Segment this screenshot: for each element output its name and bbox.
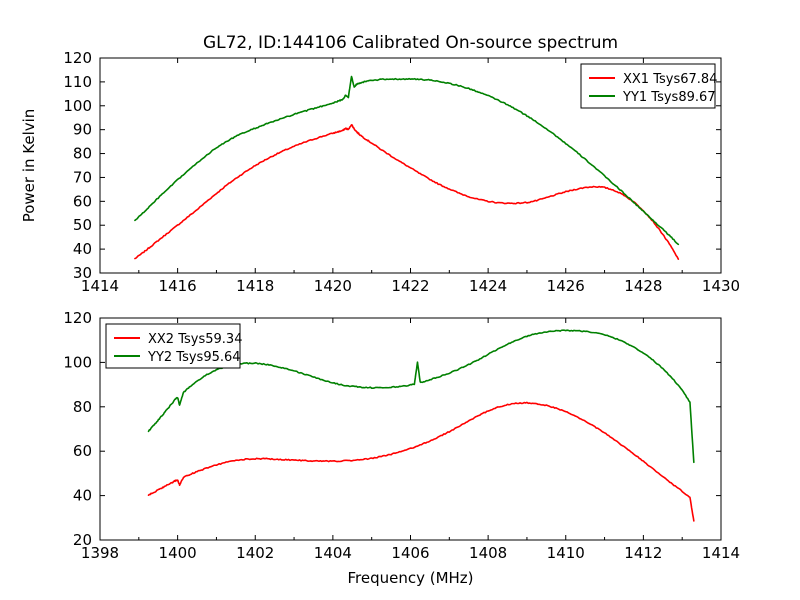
y-tick-label: 120 bbox=[63, 49, 92, 67]
x-axis-label: Frequency (MHz) bbox=[347, 569, 473, 587]
panel-top: 1414 1416 1418 1420 1422 1424 1426 1428 1430 30 40… bbox=[63, 49, 740, 295]
x-tick-label: 1402 bbox=[236, 544, 274, 562]
y-tick-label: 40 bbox=[73, 487, 92, 505]
panel-bottom: 1398 1400 1402 1404 1406 1408 1410 1412 1414 20 40… bbox=[63, 309, 740, 562]
y-tick-label: 90 bbox=[73, 121, 92, 139]
x-tick-label: 1404 bbox=[314, 544, 352, 562]
legend-label: XX2 Tsys59.34 bbox=[148, 332, 242, 347]
series-line-xx1 bbox=[134, 123, 680, 260]
y-tick-label: 80 bbox=[73, 145, 92, 163]
y-tick-label: 60 bbox=[73, 442, 92, 460]
legend-frame bbox=[105, 323, 241, 369]
x-tick-label: 1414 bbox=[702, 544, 740, 562]
x-tick-label: 1408 bbox=[469, 544, 507, 562]
y-tick-label: 110 bbox=[63, 73, 92, 91]
legend-top[interactable]: XX1 Tsys67.84 YY1 Tsys89.67 bbox=[580, 63, 717, 109]
x-tick-label: 1418 bbox=[236, 277, 274, 295]
x-tick-label: 1412 bbox=[624, 544, 662, 562]
series-line-xx2 bbox=[147, 401, 695, 522]
y-tick-label: 120 bbox=[63, 309, 92, 327]
y-tick-label: 60 bbox=[73, 192, 92, 210]
x-tick-label: 1416 bbox=[159, 277, 197, 295]
x-tick-label: 1430 bbox=[702, 277, 740, 295]
y-tick-label: 30 bbox=[73, 264, 92, 282]
legend-label: YY1 Tsys89.67 bbox=[622, 90, 716, 105]
x-tick-label: 1420 bbox=[314, 277, 352, 295]
x-tick-label: 1406 bbox=[391, 544, 429, 562]
figure-title: GL72, ID:144106 Calibrated On-source spe… bbox=[203, 33, 618, 53]
series-line-yy2 bbox=[147, 329, 695, 464]
y-tick-label: 80 bbox=[73, 398, 92, 416]
y-tick-label: 40 bbox=[73, 240, 92, 258]
x-tick-label: 1426 bbox=[547, 277, 585, 295]
x-tick-label: 1428 bbox=[624, 277, 662, 295]
legend-bottom[interactable]: XX2 Tsys59.34 YY2 Tsys95.64 bbox=[105, 323, 242, 369]
legend-label: XX1 Tsys67.84 bbox=[623, 72, 717, 87]
x-tick-label: 1400 bbox=[159, 544, 197, 562]
x-tick-label: 1422 bbox=[391, 277, 429, 295]
x-tick-label: 1398 bbox=[81, 544, 119, 562]
y-tick-label: 20 bbox=[73, 531, 92, 549]
series-line-yy1 bbox=[134, 75, 680, 246]
x-tick-label: 1414 bbox=[81, 277, 119, 295]
legend-frame bbox=[580, 63, 716, 109]
y-tick-label: 50 bbox=[73, 216, 92, 234]
y-tick-label: 100 bbox=[63, 97, 92, 115]
x-tick-label: 1424 bbox=[469, 277, 507, 295]
y-tick-label: 100 bbox=[63, 353, 92, 371]
x-tick-label: 1410 bbox=[547, 544, 585, 562]
legend-label: YY2 Tsys95.64 bbox=[147, 350, 241, 365]
y-axis-label: Power in Kelvin bbox=[20, 109, 38, 223]
y-tick-label: 70 bbox=[73, 168, 92, 186]
